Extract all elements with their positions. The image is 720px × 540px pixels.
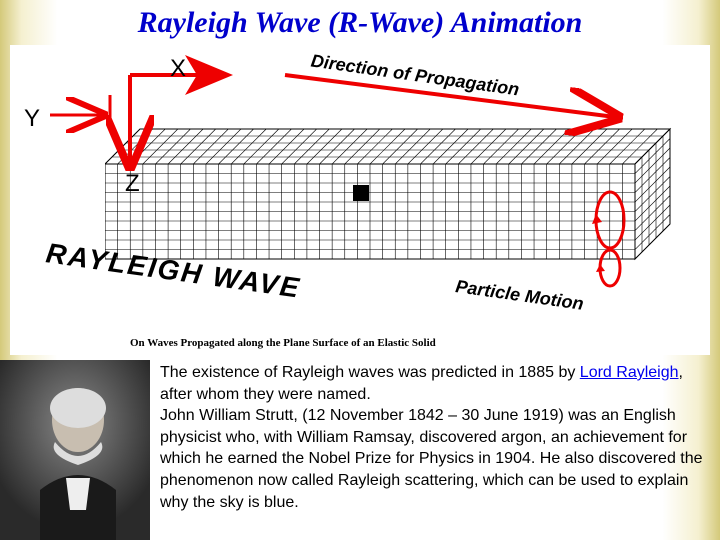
y-axis-label: Y [24,105,40,133]
wave-diagram: Y X Z RAYLEIGH WAVE Direction of Propaga… [10,45,710,355]
desc-part-2: John William Strutt, (12 November 1842 –… [160,407,703,510]
particle-motion-icon [592,192,624,286]
desc-part-1: The existence of Rayleigh waves was pred… [160,364,580,381]
x-axis-label: X [170,55,186,83]
page-title: Rayleigh Wave (R-Wave) Animation [0,0,720,40]
diagram-caption: On Waves Propagated along the Plane Surf… [130,337,690,349]
arrows-svg [10,45,710,355]
portrait-photo [0,360,150,540]
z-axis-label: Z [125,170,140,198]
lord-rayleigh-link[interactable]: Lord Rayleigh [580,364,679,381]
description-text: The existence of Rayleigh waves was pred… [160,362,705,513]
